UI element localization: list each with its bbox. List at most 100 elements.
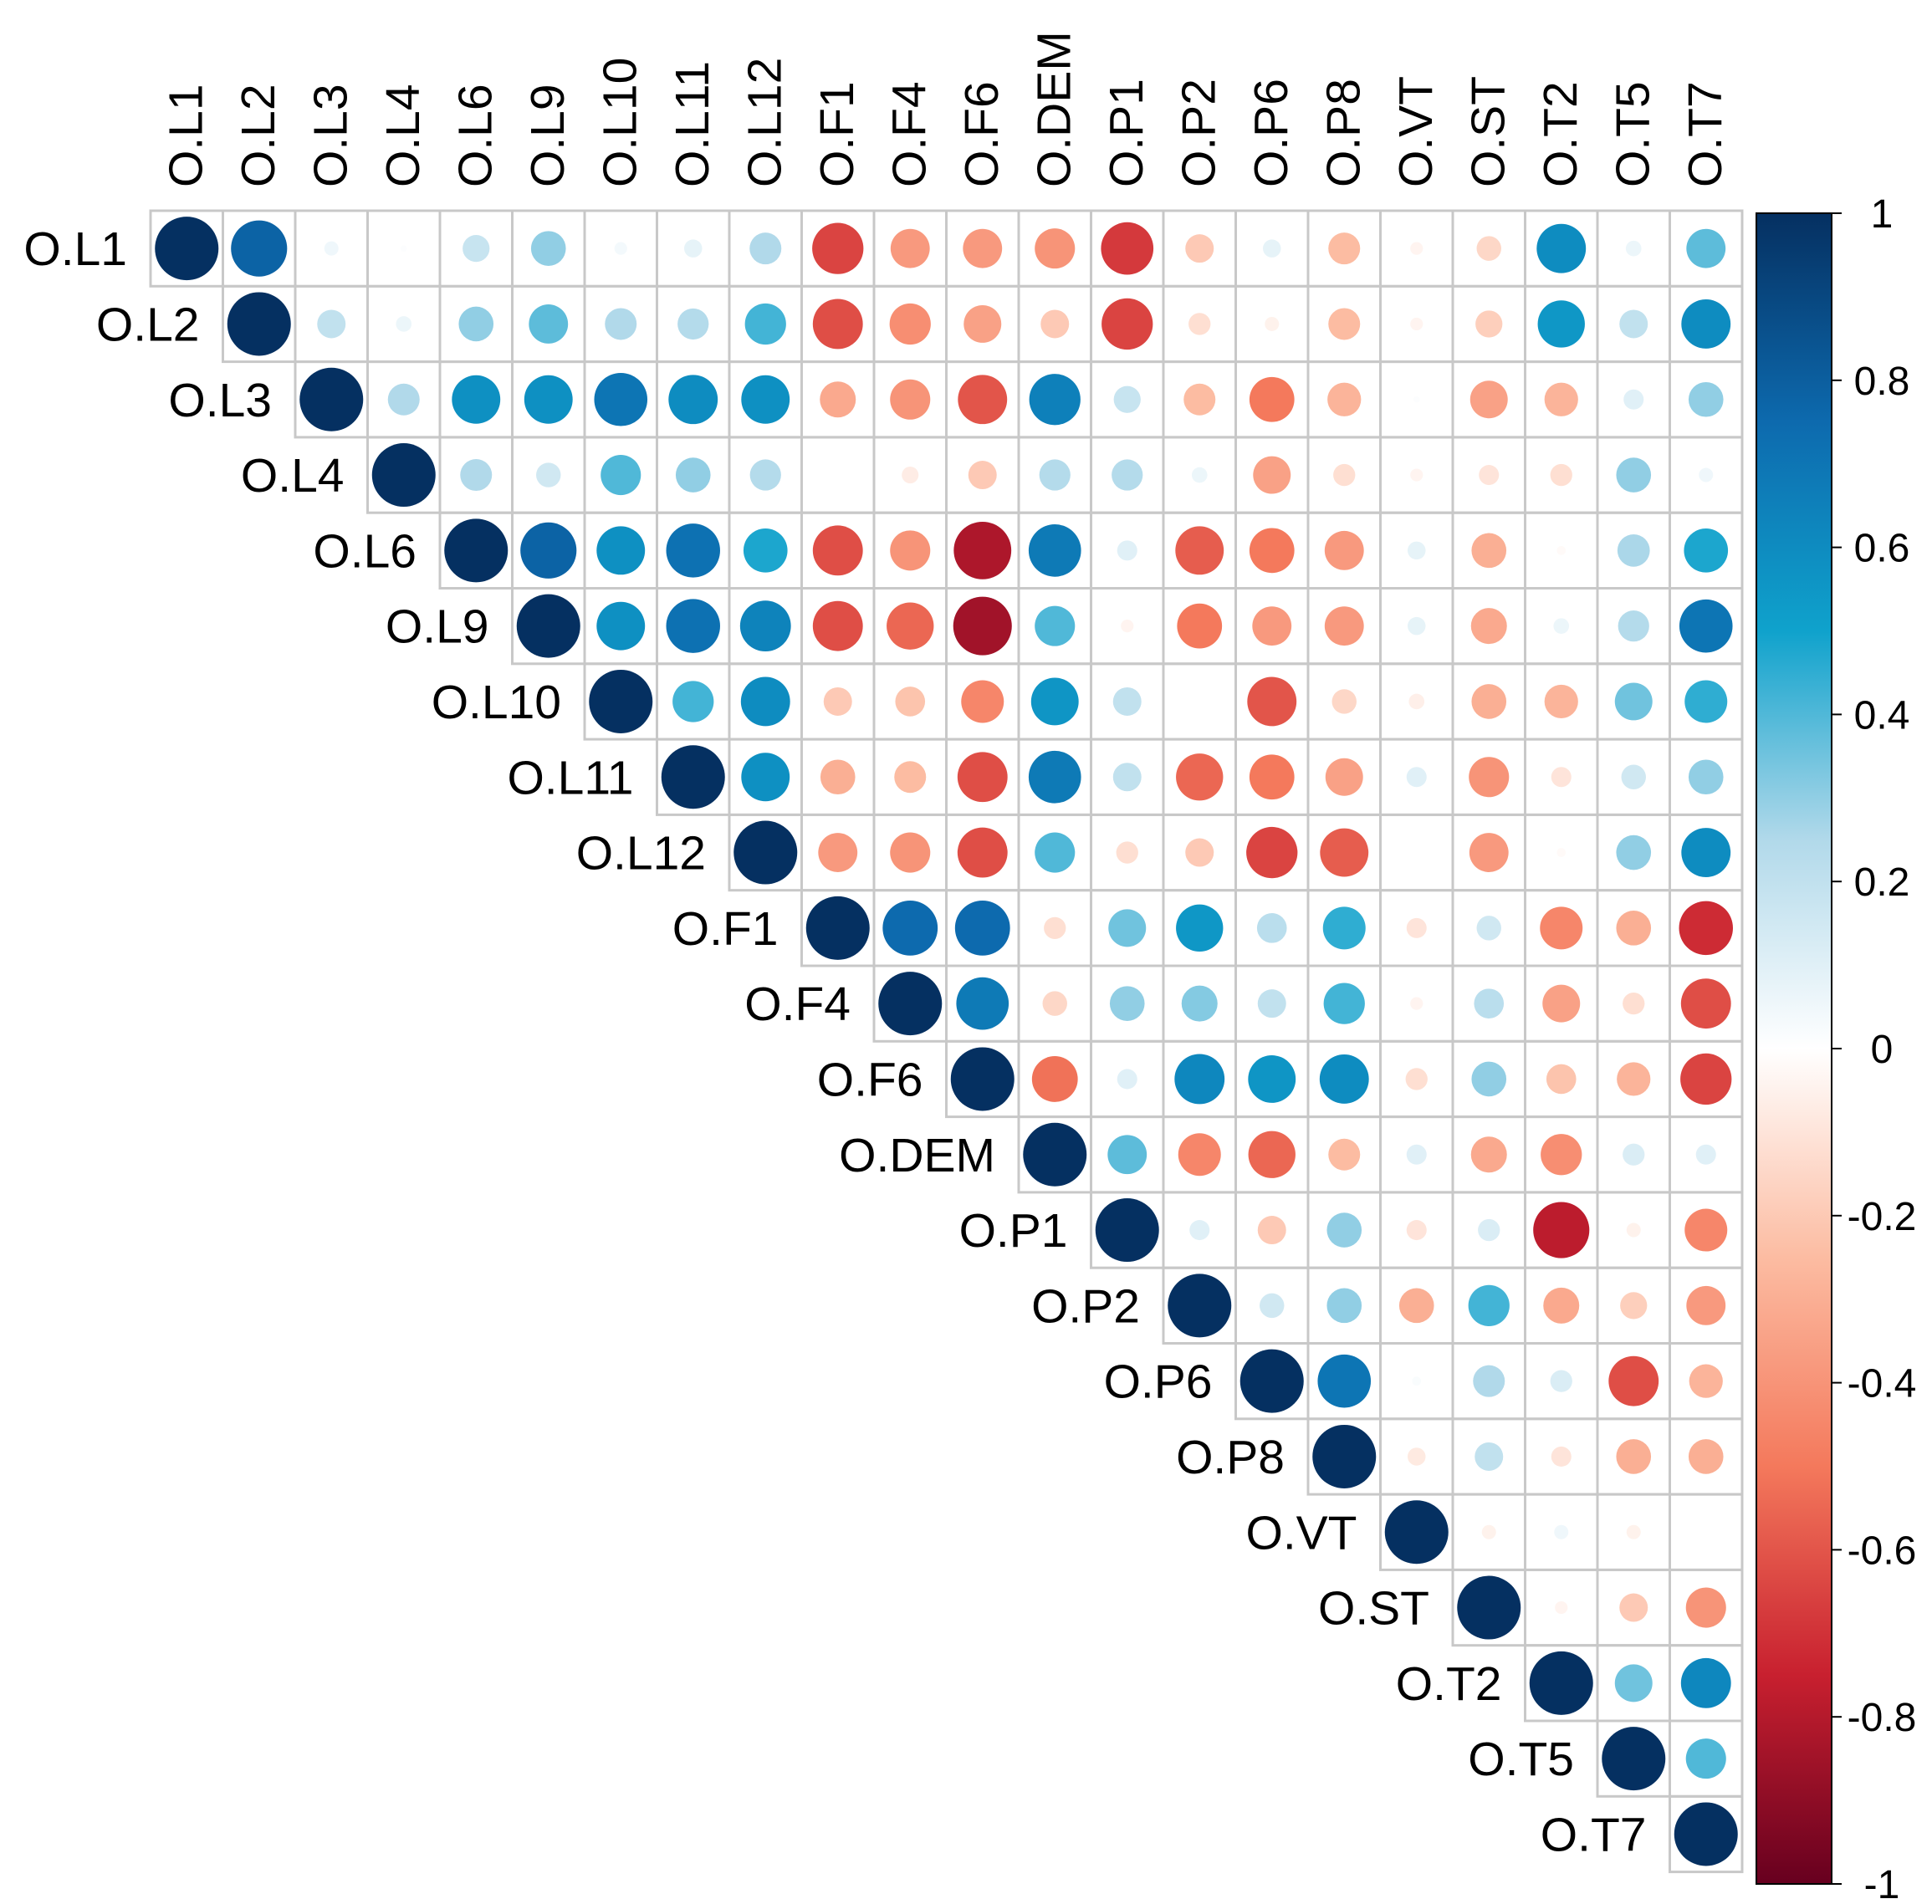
corr-circle-op1-ot7 bbox=[1684, 1208, 1728, 1252]
corr-circle-ol9-op8 bbox=[1324, 606, 1364, 646]
corr-circle-ol1-of4 bbox=[890, 228, 930, 268]
corr-circle-ol3-ot2 bbox=[1544, 382, 1578, 416]
corr-circle-ol11-op2 bbox=[1176, 753, 1224, 801]
corr-circle-ot2-ot2 bbox=[1529, 1651, 1593, 1715]
corr-circle-op8-ost bbox=[1475, 1442, 1504, 1471]
corr-circle-ol9-ol10 bbox=[596, 601, 646, 651]
correlation-circles bbox=[155, 217, 1738, 1866]
column-label: O.L11 bbox=[666, 61, 719, 187]
corr-circle-ol2-ol6 bbox=[458, 306, 494, 342]
corr-circle-op8-ovt bbox=[1408, 1447, 1426, 1466]
corr-circle-ol4-ost bbox=[1479, 465, 1500, 486]
corr-circle-ol9-of4 bbox=[887, 602, 934, 650]
corr-circle-ol1-op2 bbox=[1185, 234, 1214, 263]
corr-circle-ol2-ol12 bbox=[744, 303, 786, 345]
corr-circle-ol6-ol6 bbox=[444, 518, 509, 583]
corr-circle-op2-ovt bbox=[1398, 1288, 1434, 1324]
corr-circle-ol2-odem bbox=[1040, 309, 1070, 339]
column-label: O.L9 bbox=[521, 84, 575, 187]
corr-circle-ol1-ot5 bbox=[1625, 240, 1642, 257]
corr-circle-ol3-op2 bbox=[1183, 383, 1216, 416]
corr-circle-op2-op8 bbox=[1326, 1288, 1362, 1324]
corr-circle-of4-odem bbox=[1042, 991, 1067, 1016]
corr-circle-ol6-ovt bbox=[1408, 541, 1426, 560]
corr-circle-ol9-op2 bbox=[1177, 603, 1223, 649]
corr-circle-ol1-op8 bbox=[1328, 232, 1361, 265]
column-label: O.L3 bbox=[304, 84, 357, 187]
row-label: O.F6 bbox=[817, 1053, 923, 1106]
row-label: O.P8 bbox=[1176, 1431, 1285, 1484]
corr-circle-ol4-odem bbox=[1039, 459, 1071, 491]
corr-circle-op2-ost bbox=[1468, 1284, 1510, 1326]
corr-circle-odem-ot5 bbox=[1623, 1143, 1645, 1166]
corr-circle-of1-ot7 bbox=[1679, 901, 1733, 956]
corr-circle-ol11-ol11 bbox=[661, 745, 725, 809]
row-label: O.ST bbox=[1318, 1582, 1429, 1636]
row-label: O.L10 bbox=[432, 676, 561, 729]
corr-circle-ol4-ol4 bbox=[371, 443, 436, 508]
corr-circle-op6-ost bbox=[1473, 1365, 1505, 1397]
row-label: O.L12 bbox=[576, 827, 706, 881]
row-label: O.L4 bbox=[241, 449, 345, 503]
colorbar-tick-label: -0.2 bbox=[1848, 1195, 1917, 1239]
corr-circle-ol1-op1 bbox=[1101, 222, 1154, 275]
corr-circle-op1-op1 bbox=[1095, 1198, 1159, 1263]
corr-circle-ol2-op6 bbox=[1265, 316, 1280, 331]
corr-circle-odem-op2 bbox=[1178, 1133, 1221, 1177]
corr-circle-ol1-ol10 bbox=[614, 242, 627, 255]
corr-circle-ol1-ol12 bbox=[749, 232, 782, 265]
corr-circle-ol2-ovt bbox=[1410, 317, 1423, 331]
corr-circle-of6-op8 bbox=[1319, 1054, 1369, 1104]
corr-circle-op2-ot7 bbox=[1686, 1285, 1726, 1325]
column-label: O.L4 bbox=[376, 84, 430, 187]
corr-circle-ol10-ot7 bbox=[1684, 680, 1728, 723]
row-label: O.F4 bbox=[744, 978, 851, 1031]
row-label: O.P2 bbox=[1031, 1279, 1140, 1333]
grid-cell bbox=[1379, 813, 1454, 892]
corr-circle-ovt-ost bbox=[1481, 1524, 1496, 1539]
corr-circle-of4-ost bbox=[1474, 988, 1505, 1018]
corr-circle-of4-ot2 bbox=[1542, 984, 1581, 1023]
corr-circle-ot2-ot5 bbox=[1614, 1664, 1653, 1702]
corr-circle-ol9-odem bbox=[1035, 605, 1076, 646]
column-label: O.P1 bbox=[1100, 79, 1153, 187]
corr-circle-ol3-ovt bbox=[1413, 396, 1420, 403]
corr-circle-ol4-ovt bbox=[1410, 468, 1423, 482]
corr-circle-ol4-op8 bbox=[1333, 463, 1356, 487]
column-label: O.L12 bbox=[738, 58, 791, 187]
row-label: O.L9 bbox=[386, 600, 489, 654]
corr-circle-ol3-ol9 bbox=[524, 375, 573, 424]
corr-circle-ol9-ost bbox=[1470, 608, 1507, 645]
corr-circle-ol12-ol12 bbox=[733, 820, 798, 885]
corr-circle-of6-ost bbox=[1471, 1061, 1507, 1097]
corr-circle-op2-op6 bbox=[1260, 1293, 1285, 1319]
column-label: O.P6 bbox=[1245, 79, 1298, 187]
corr-circle-of1-odem bbox=[1044, 916, 1066, 940]
column-label: O.L10 bbox=[593, 58, 647, 187]
corr-circle-ol3-odem bbox=[1029, 374, 1081, 426]
column-label: O.ST bbox=[1461, 76, 1515, 187]
corr-circle-ol9-ol12 bbox=[739, 600, 791, 652]
corr-circle-of4-of6 bbox=[956, 977, 1009, 1030]
corr-circle-ol4-op2 bbox=[1191, 467, 1208, 483]
corr-circle-of6-op1 bbox=[1117, 1069, 1137, 1090]
corr-circle-ol6-ot2 bbox=[1556, 545, 1567, 555]
corr-circle-ol10-odem bbox=[1030, 677, 1079, 726]
column-label: O.T2 bbox=[1534, 81, 1587, 187]
corr-circle-ol1-ol6 bbox=[463, 235, 490, 263]
corr-circle-ost-ot2 bbox=[1555, 1600, 1568, 1615]
corr-circle-ol11-op1 bbox=[1112, 763, 1142, 792]
corr-circle-op1-op2 bbox=[1189, 1220, 1210, 1241]
corr-circle-ol10-ol11 bbox=[672, 681, 714, 722]
corr-circle-ol2-ot7 bbox=[1681, 299, 1731, 349]
corr-circle-ol2-ol10 bbox=[605, 308, 637, 340]
corr-circle-ost-ot7 bbox=[1685, 1587, 1726, 1628]
corr-circle-ot7-ot7 bbox=[1674, 1802, 1738, 1866]
corr-circle-ol9-of6 bbox=[953, 596, 1012, 656]
row-labels: O.L1 O.L2 O.L3 O.L4 O.L6 O.L9 O.L10 O.L11 O.L12 O… bbox=[23, 222, 1646, 1861]
row-label: O.L6 bbox=[313, 524, 417, 578]
column-label: O.T5 bbox=[1606, 81, 1659, 187]
corr-circle-ol6-op2 bbox=[1175, 526, 1224, 575]
corr-circle-ol2-of1 bbox=[812, 299, 863, 350]
corr-circle-op6-ot7 bbox=[1689, 1364, 1723, 1398]
